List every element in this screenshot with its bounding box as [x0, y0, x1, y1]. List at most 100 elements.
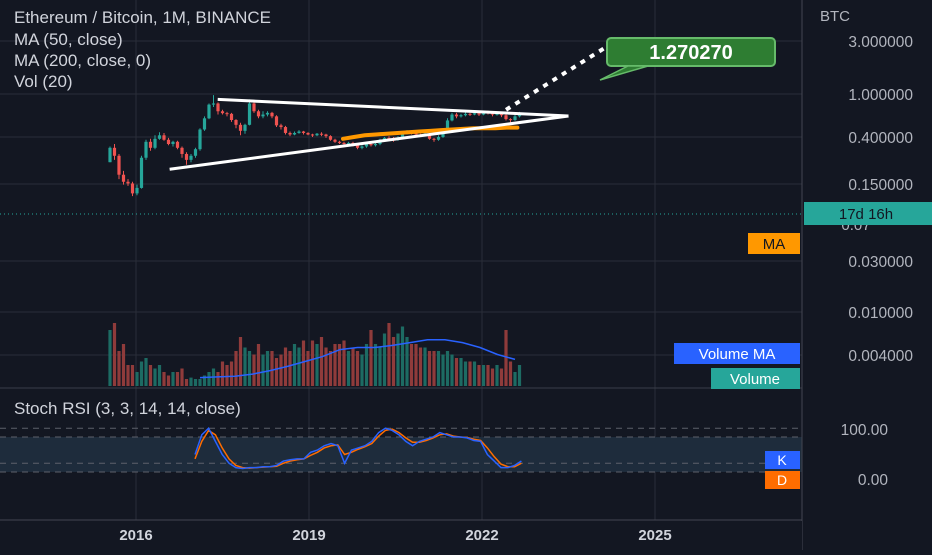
volume-bar — [310, 340, 315, 386]
volume-bar — [450, 354, 454, 386]
ma-badge — [748, 233, 800, 254]
volume-bar — [171, 372, 175, 386]
candle — [436, 136, 441, 140]
candle — [211, 103, 216, 105]
candle — [175, 141, 180, 148]
volume-bar — [175, 372, 180, 386]
candle — [459, 115, 463, 117]
projection-dotted-line — [504, 41, 613, 112]
volume-bar — [256, 344, 261, 386]
candle — [283, 127, 288, 133]
volume-bar — [301, 340, 306, 386]
price-tick-label: 0.004000 — [848, 348, 913, 365]
candle — [234, 120, 238, 125]
volume-bar — [157, 365, 162, 386]
stoch-band-fill — [0, 437, 802, 472]
volume-bar — [495, 365, 499, 386]
candle — [180, 147, 184, 154]
price-tick-label: 0.400000 — [848, 130, 913, 147]
overlays: 1.270270 — [0, 37, 802, 470]
volume-bar — [153, 368, 157, 386]
volume-bar — [234, 351, 238, 386]
volume-bar — [139, 361, 144, 386]
candle — [108, 147, 112, 163]
time-axis-panel — [0, 521, 802, 550]
indicator-ma200-label[interactable]: MA (200, close, 0) — [14, 51, 152, 70]
volume-bar — [346, 351, 351, 386]
candle — [346, 142, 351, 145]
symbol-title[interactable]: Ethereum / Bitcoin, 1M, BINANCE — [14, 8, 271, 27]
candle — [432, 138, 436, 140]
volume-bar — [369, 330, 373, 386]
candle — [252, 103, 256, 112]
volume-bar — [378, 347, 382, 386]
volume-bar — [162, 372, 166, 386]
candle — [337, 141, 342, 143]
volume-bar — [243, 347, 247, 386]
stoch-rsi-label[interactable]: Stoch RSI (3, 3, 14, 14, close) — [14, 399, 241, 418]
candle — [157, 135, 162, 139]
candle — [373, 144, 378, 146]
candle — [508, 119, 513, 121]
volume-bar — [216, 372, 220, 386]
volume-bar — [477, 365, 481, 386]
volume-bar — [517, 365, 522, 386]
candle — [117, 155, 121, 175]
candle — [472, 113, 477, 115]
volume-bar — [261, 354, 265, 386]
volume-ma-badge — [674, 343, 800, 364]
candle — [387, 137, 391, 139]
volume-bar — [468, 361, 472, 386]
volume-bar — [337, 344, 342, 386]
candle — [126, 181, 130, 184]
target-callout-pointer — [599, 65, 649, 81]
volume-bar — [319, 337, 324, 386]
candle — [315, 133, 319, 136]
volume-bar — [189, 377, 193, 386]
volume-bar — [144, 358, 148, 386]
price-axis-panel — [802, 0, 932, 550]
volume-badge-label: Volume — [730, 371, 780, 388]
volume-bar — [396, 333, 400, 386]
candle — [121, 174, 126, 182]
candle — [166, 139, 171, 145]
triangle-upper-line — [217, 97, 569, 118]
indicator-ma50-label[interactable]: MA (50, close) — [14, 30, 123, 49]
volume-bar — [328, 351, 333, 386]
volume-ma-badge-label: Volume MA — [699, 346, 776, 363]
candle — [162, 135, 166, 140]
candle — [369, 144, 373, 146]
volume-bar — [297, 347, 301, 386]
volume-ma-line — [199, 339, 516, 379]
candle — [216, 103, 220, 112]
candle — [288, 132, 292, 135]
target-price-label: 1.270270 — [649, 42, 732, 64]
volume-bar — [135, 372, 139, 386]
volume-bar — [504, 330, 508, 386]
volume-bar — [193, 379, 198, 386]
volume-bar — [432, 351, 436, 386]
candle — [463, 113, 468, 116]
volume-bar — [481, 365, 486, 386]
candle — [445, 120, 450, 131]
volume-bar — [463, 361, 468, 386]
volume-bar — [436, 351, 441, 386]
indicator-volume-label[interactable]: Vol (20) — [14, 72, 73, 91]
volume-bar — [360, 354, 364, 386]
candle — [130, 183, 135, 194]
triangle-lower-line — [169, 114, 569, 171]
price-tick-label: 0.010000 — [848, 305, 913, 322]
stoch-k-line — [194, 427, 522, 470]
candle — [207, 104, 211, 119]
volume-bar — [166, 375, 171, 386]
stoch-k-badge — [765, 451, 800, 469]
price-tick-label: 0.150000 — [848, 177, 913, 194]
volume-bar — [324, 347, 328, 386]
candle — [256, 111, 261, 117]
volume-bar — [382, 333, 387, 386]
volume-bar — [247, 351, 252, 386]
volume-bar — [387, 323, 391, 386]
candle — [189, 155, 193, 160]
